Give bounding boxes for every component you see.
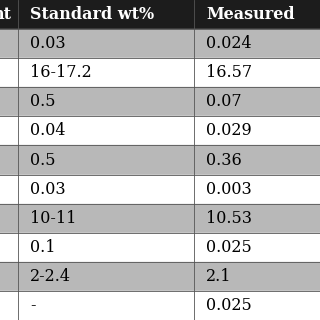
Text: 0.36: 0.36 — [206, 151, 242, 169]
Bar — [0, 174, 320, 204]
Bar — [0, 29, 320, 58]
Bar — [0, 58, 320, 87]
Text: 0.029: 0.029 — [206, 123, 252, 140]
Bar — [0, 0, 320, 29]
Text: Standard wt%: Standard wt% — [30, 6, 155, 23]
Text: 0.003: 0.003 — [206, 180, 252, 197]
Bar — [0, 146, 320, 174]
Text: 2-2.4: 2-2.4 — [30, 268, 71, 285]
Text: 0.07: 0.07 — [206, 93, 242, 110]
Bar — [0, 116, 320, 146]
Bar — [0, 87, 320, 116]
Text: 2.1: 2.1 — [206, 268, 232, 285]
Text: -: - — [30, 297, 36, 314]
Text: 10-11: 10-11 — [30, 210, 77, 227]
Text: 0.04: 0.04 — [30, 123, 66, 140]
Text: Measured: Measured — [206, 6, 295, 23]
Text: 0.025: 0.025 — [206, 297, 252, 314]
Text: 16.57: 16.57 — [206, 64, 252, 81]
Bar — [0, 204, 320, 233]
Bar — [0, 233, 320, 262]
Text: 0.024: 0.024 — [206, 35, 252, 52]
Text: 0.03: 0.03 — [30, 35, 66, 52]
Bar — [0, 291, 320, 320]
Text: 0.5: 0.5 — [30, 93, 56, 110]
Text: 0.5: 0.5 — [30, 151, 56, 169]
Text: nt: nt — [0, 6, 11, 23]
Text: 0.1: 0.1 — [30, 239, 56, 256]
Text: 16-17.2: 16-17.2 — [30, 64, 92, 81]
Text: 0.025: 0.025 — [206, 239, 252, 256]
Text: 10.53: 10.53 — [206, 210, 252, 227]
Bar — [0, 262, 320, 291]
Text: 0.03: 0.03 — [30, 180, 66, 197]
